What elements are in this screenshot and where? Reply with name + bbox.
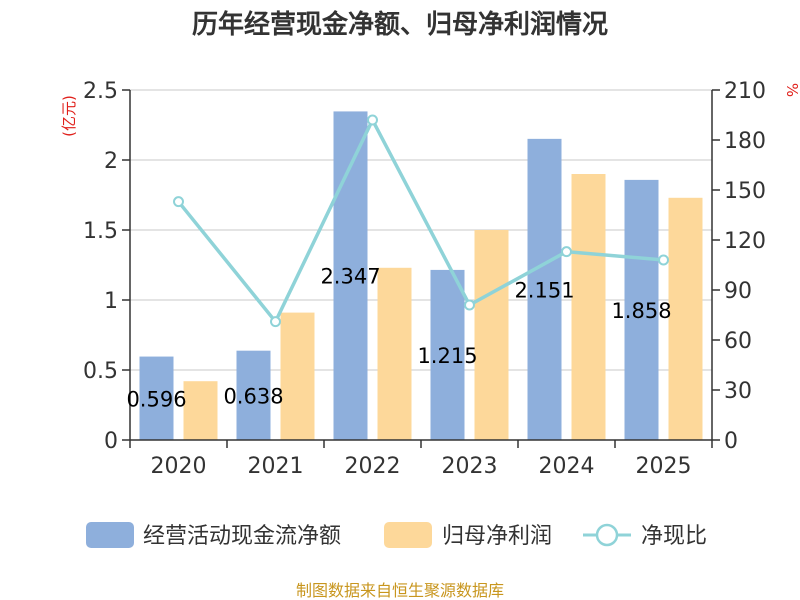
x-axis-tick-label: 2023 [442,454,498,479]
ratio-point [270,316,281,328]
bars [139,111,703,441]
legend-label-cash-flow: 经营活动现金流净额 [143,524,341,549]
x-axis-tick-label: 2022 [345,454,401,479]
y2-axis-tick-label: 180 [724,129,766,154]
ratio-line-path [177,116,664,325]
ratio-point [464,299,475,311]
bar-value-label: 0.638 [223,384,283,408]
bar-net-profit [183,381,218,440]
axes: 0 0.5 1 1.5 2 2.5 0 30 60 90 120 150 180 210 2020 2021 2… [83,79,766,479]
bar-net-profit [280,312,315,440]
x-axis-tick-label: 2020 [151,454,207,479]
bar-net-profit [668,197,703,440]
y2-axis-tick-label: 30 [724,379,752,404]
bar-value-label: 2.151 [514,278,574,302]
bar-net-profit [571,174,606,440]
bar-value-label: 0.596 [126,387,186,411]
y2-axis-tick-label: 0 [724,429,738,454]
legend-label-ratio: 净现比 [641,524,707,549]
y-axis-tick-label: 1.5 [83,219,118,244]
bar-value-labels: 0.596 0.638 2.347 1.215 2.151 1.858 [126,265,671,412]
y2-axis-tick-label: 210 [724,79,766,104]
y2-axis-tick-label: 90 [724,279,752,304]
ratio-point [173,196,184,208]
x-axis-tick-label: 2024 [539,454,595,479]
y-axis-tick-label: 2.5 [83,79,118,104]
x-axis-tick-label: 2021 [248,454,304,479]
bar-cash-flow [236,350,271,440]
y-axis-tick-label: 2 [104,149,118,174]
y-axis-tick-label: 1 [104,289,118,314]
ratio-line [173,114,669,328]
left-axis-unit: (亿元) [60,95,78,137]
bar-value-label: 1.858 [611,299,671,323]
ratio-point [367,114,378,126]
ratio-point [658,254,669,266]
source-note: 制图数据来自恒生聚源数据库 [296,581,504,600]
bar-cash-flow [624,179,659,440]
y2-axis-tick-label: 120 [724,229,766,254]
bar-cash-flow [527,138,562,441]
y2-axis-tick-label: 60 [724,329,752,354]
chart-title: 历年经营现金净额、归母净利润情况 [192,9,608,40]
bar-cash-flow [430,269,465,440]
ratio-point [561,246,572,258]
bar-value-label: 1.215 [417,344,477,368]
grid-lines [130,89,712,371]
x-axis-tick-label: 2025 [636,454,692,479]
y-axis-tick-label: 0.5 [83,359,118,384]
legend: 经营活动现金流净额 归母净利润 净现比 [86,522,707,549]
legend-swatch-net-profit [384,522,432,548]
y2-axis-tick-label: 150 [724,179,766,204]
legend-label-net-profit: 归母净利润 [442,524,552,549]
bar-cash-flow [139,356,174,440]
bar-net-profit [474,230,509,440]
legend-swatch-cash-flow [86,522,134,548]
legend-marker-ratio [595,523,619,547]
y-axis-tick-label: 0 [104,429,118,454]
right-axis-unit: % [783,83,800,97]
bar-net-profit [377,267,412,440]
bar-value-label: 2.347 [320,265,380,289]
